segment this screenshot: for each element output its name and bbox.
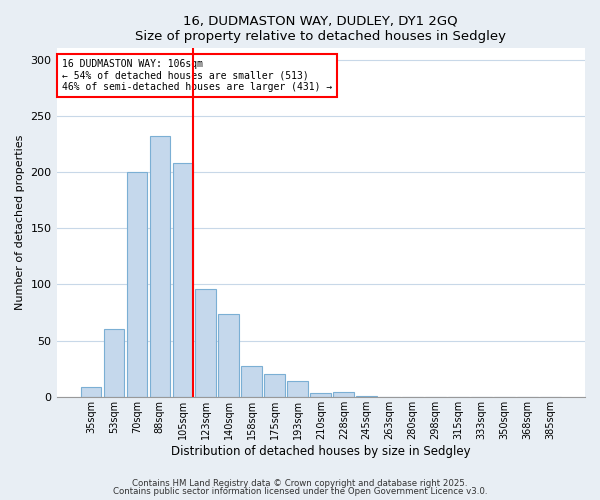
Bar <box>334 392 354 397</box>
Text: Contains public sector information licensed under the Open Government Licence v3: Contains public sector information licen… <box>113 487 487 496</box>
Bar <box>104 330 124 397</box>
Bar <box>173 163 193 397</box>
Bar <box>287 381 308 397</box>
Text: 16 DUDMASTON WAY: 106sqm
← 54% of detached houses are smaller (513)
46% of semi-: 16 DUDMASTON WAY: 106sqm ← 54% of detach… <box>62 59 332 92</box>
Bar <box>149 136 170 397</box>
Bar <box>241 366 262 397</box>
Y-axis label: Number of detached properties: Number of detached properties <box>15 135 25 310</box>
Title: 16, DUDMASTON WAY, DUDLEY, DY1 2GQ
Size of property relative to detached houses : 16, DUDMASTON WAY, DUDLEY, DY1 2GQ Size … <box>135 15 506 43</box>
Bar <box>310 394 331 397</box>
Bar <box>127 172 147 397</box>
Bar <box>356 396 377 397</box>
Bar <box>265 374 285 397</box>
Bar <box>80 386 101 397</box>
Text: Contains HM Land Registry data © Crown copyright and database right 2025.: Contains HM Land Registry data © Crown c… <box>132 478 468 488</box>
Bar <box>196 289 216 397</box>
X-axis label: Distribution of detached houses by size in Sedgley: Distribution of detached houses by size … <box>171 444 470 458</box>
Bar <box>218 314 239 397</box>
